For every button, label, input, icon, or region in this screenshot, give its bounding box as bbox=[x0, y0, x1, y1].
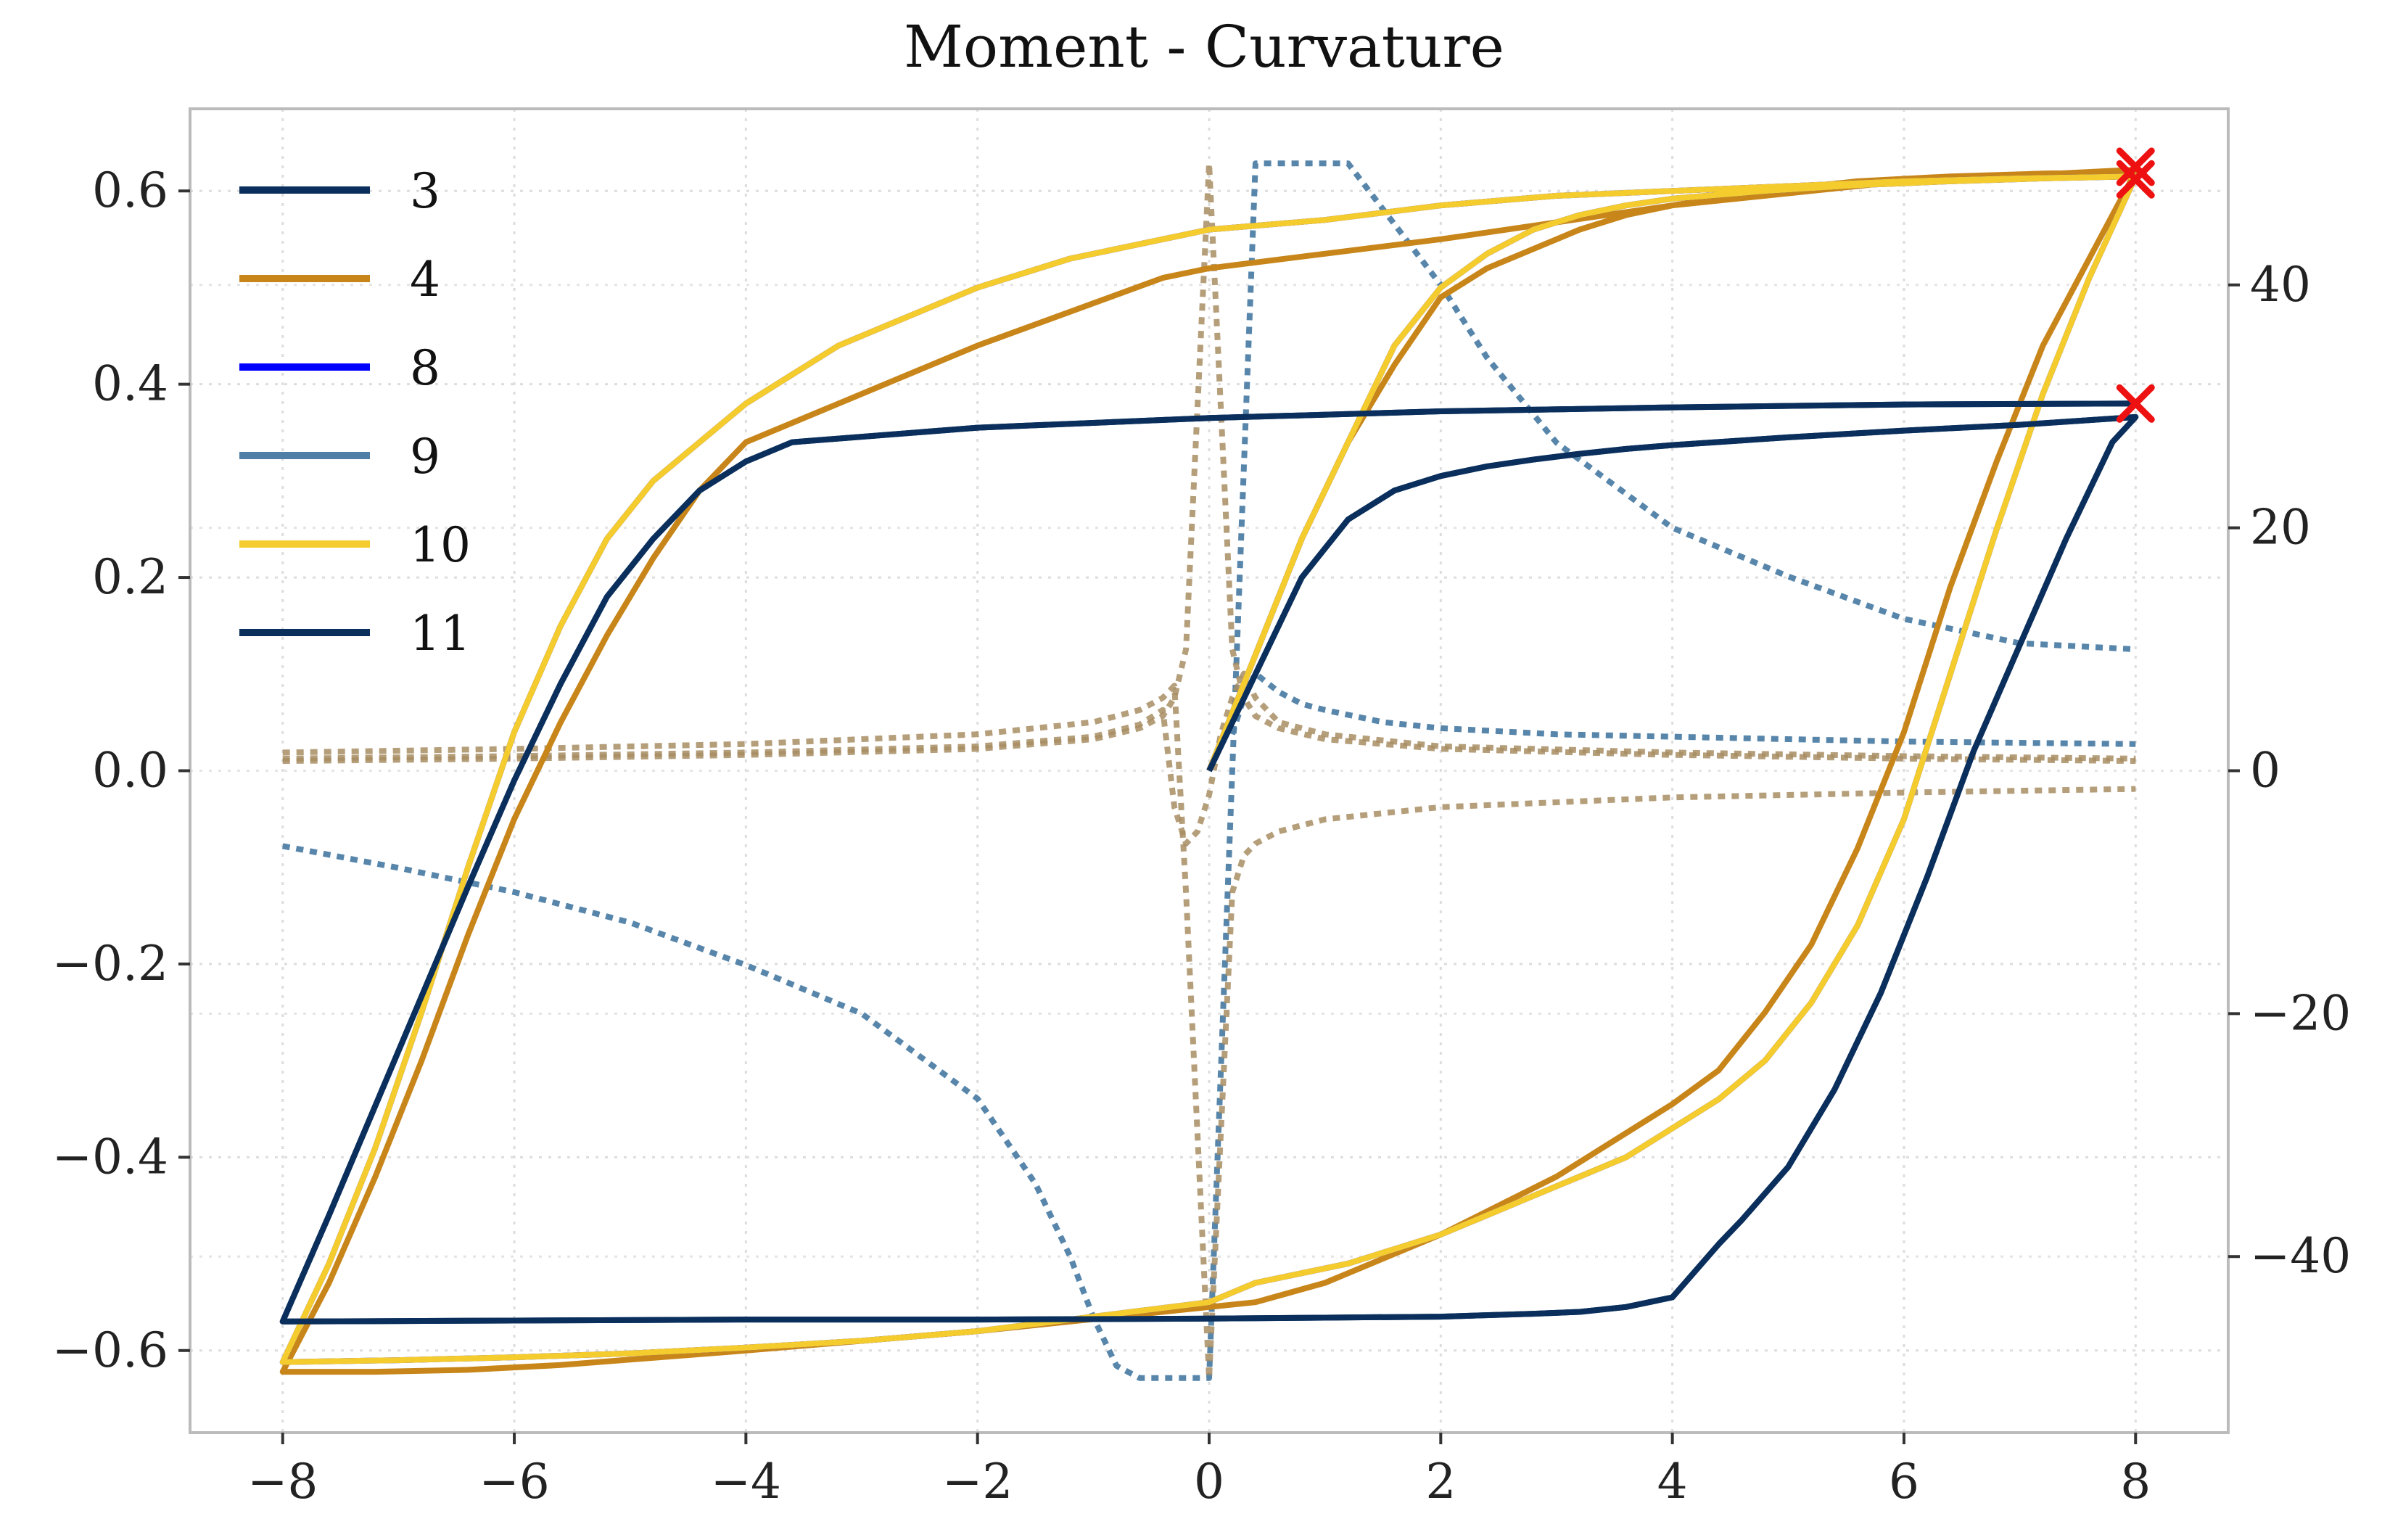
failure-marker bbox=[2116, 160, 2155, 199]
y-tick-label: 0.2 bbox=[92, 549, 168, 605]
series-layer bbox=[279, 160, 2139, 1381]
legend-item-8: 8 bbox=[239, 340, 440, 396]
y-tick-label: −0.4 bbox=[52, 1129, 168, 1185]
series-line-aux-7 bbox=[282, 683, 2136, 1381]
chart-title: Moment - Curvature bbox=[904, 13, 1504, 81]
legend-label: 8 bbox=[410, 340, 440, 396]
series-line-10 bbox=[279, 173, 2139, 1365]
y2-tick-label: 20 bbox=[2250, 500, 2311, 556]
x-tick-label: −8 bbox=[247, 1454, 318, 1510]
y2-tick-label: −40 bbox=[2250, 1228, 2351, 1284]
x-tick-label: 6 bbox=[1889, 1454, 1919, 1510]
x-axis: −8 −6 −4 −2 0 2 4 6 8 bbox=[247, 1433, 2151, 1510]
x-tick-label: 0 bbox=[1194, 1454, 1224, 1510]
x-tick-label: 4 bbox=[1657, 1454, 1688, 1510]
failure-marker bbox=[2116, 147, 2155, 186]
y2-tick-label: 40 bbox=[2250, 257, 2311, 313]
legend-item-3: 3 bbox=[239, 163, 440, 219]
series-line-aux-8 bbox=[282, 670, 2136, 847]
x-tick-label: −4 bbox=[711, 1454, 781, 1510]
series-line-4 bbox=[279, 166, 2139, 1375]
y-tick-label: −0.6 bbox=[52, 1322, 168, 1378]
legend-label: 9 bbox=[410, 429, 440, 485]
x-tick-label: −6 bbox=[479, 1454, 549, 1510]
y-axis-right: −40 −20 0 20 40 bbox=[2228, 257, 2351, 1284]
y-tick-label: 0.0 bbox=[92, 743, 168, 799]
legend-label: 10 bbox=[410, 517, 471, 573]
y-tick-label: −0.2 bbox=[52, 936, 168, 992]
legend-item-10: 10 bbox=[239, 517, 471, 573]
legend-label: 4 bbox=[410, 252, 440, 308]
y-tick-label: 0.4 bbox=[92, 356, 168, 412]
legend-item-4: 4 bbox=[239, 252, 440, 308]
y-axis-left: −0.6 −0.4 −0.2 0.0 0.2 0.4 0.6 bbox=[52, 162, 190, 1378]
series-line-11 bbox=[279, 400, 2139, 1325]
y-tick-label: 0.6 bbox=[92, 162, 168, 218]
x-tick-label: 8 bbox=[2120, 1454, 2151, 1510]
y2-tick-label: 0 bbox=[2250, 743, 2280, 799]
x-tick-label: −2 bbox=[942, 1454, 1013, 1510]
y2-tick-label: −20 bbox=[2250, 985, 2351, 1041]
legend-label: 11 bbox=[410, 606, 471, 662]
series-line-aux-9 bbox=[1229, 670, 2136, 747]
legend-label: 3 bbox=[410, 163, 440, 219]
series-line-9 bbox=[281, 160, 2136, 1381]
series-line-3 bbox=[279, 400, 2139, 1325]
marker-layer bbox=[2116, 147, 2155, 423]
x-tick-label: 2 bbox=[1425, 1454, 1456, 1510]
legend-item-9: 9 bbox=[239, 429, 440, 485]
legend-item-11: 11 bbox=[239, 606, 471, 662]
legend: 3 4 8 9 10 11 bbox=[239, 163, 471, 662]
failure-marker bbox=[2116, 384, 2155, 423]
